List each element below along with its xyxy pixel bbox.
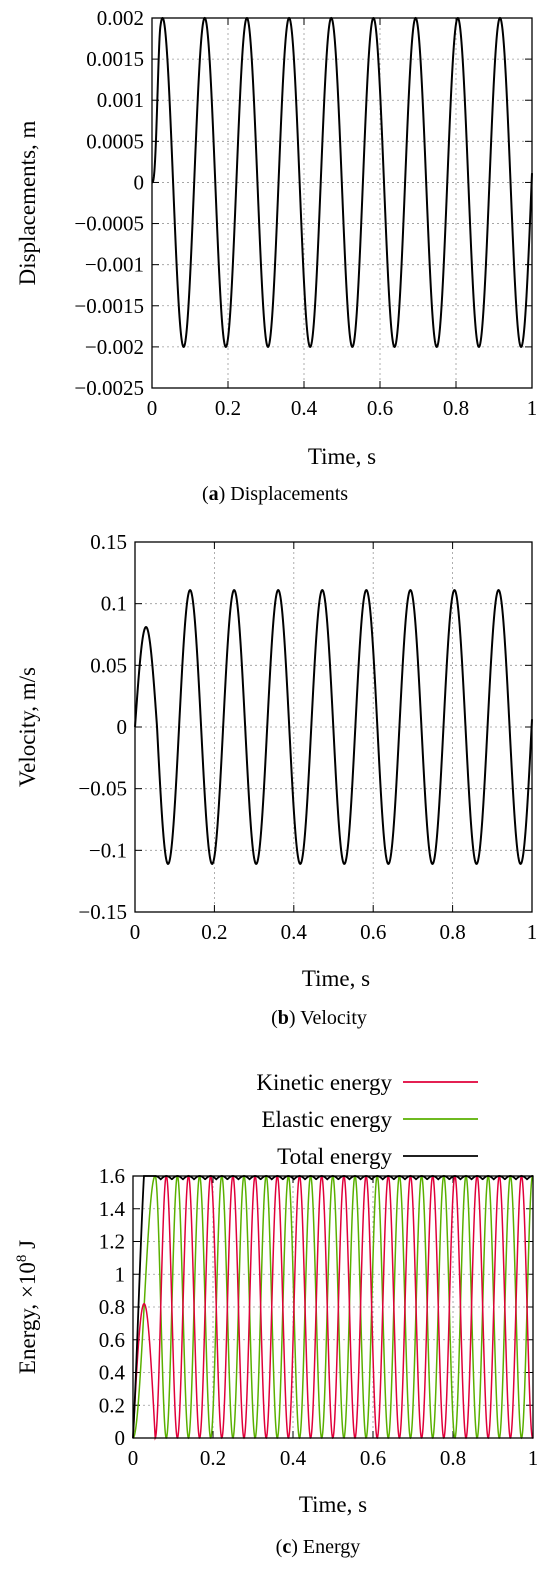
chart-energy: Kinetic energy Elastic energy Total ener… [14,1070,538,1558]
y-tick-label: 1.4 [99,1197,126,1221]
x-tick-label: 0.4 [280,1446,307,1470]
y-tick-label: 1 [115,1262,126,1286]
x-tick-label: 0 [128,1446,139,1470]
x-tick-label: 0.6 [360,1446,386,1470]
y-tick-label: 0.2 [99,1393,125,1417]
y-tick-label: 1.6 [99,1164,125,1188]
y-tick-label: −0.0005 [74,212,144,236]
y-tick-label: 0.4 [99,1361,126,1385]
y-tick-label: 0 [134,170,145,194]
x-tick-label: 0.8 [440,1446,466,1470]
y-tick-label: 0.002 [97,6,144,30]
y-axis-label-c: Energy, ×108 J [14,1240,40,1374]
x-tick-label: 0.2 [215,396,241,420]
y-tick-label: −0.1 [89,838,127,862]
chart-displacements: 0.002 0.0015 0.001 0.0005 0 −0.0005 −0.001 −0.0… [15,6,537,505]
plot-frame-a [151,17,533,389]
y-tick-label: −0.001 [85,253,144,277]
legend-label-elastic: Elastic energy [262,1107,393,1132]
y-tick-label: −0.05 [78,777,127,801]
y-ticks-a: 0.002 0.0015 0.001 0.0005 0 −0.0005 −0.001 −0.0… [74,6,532,400]
legend: Kinetic energy Elastic energy Total ener… [256,1070,478,1169]
caption-a-text: Displacements [230,483,348,505]
y-tick-label: −0.002 [85,335,144,359]
x-tick-label: 0.8 [443,396,469,420]
x-ticks-c: 0 0.2 0.4 0.6 0.8 1 [128,1176,539,1470]
y-tick-label: 0 [117,715,128,739]
legend-label-total: Total energy [277,1144,392,1169]
x-tick-label: 0.4 [291,396,318,420]
y-axis-label-c-main: Energy, ×10 [15,1262,40,1374]
x-ticks-b: 0 0.2 0.4 0.6 0.8 1 [130,542,538,944]
caption-b-text: Velocity [300,1007,367,1029]
x-tick-label: 0.4 [281,920,308,944]
x-tick-label: 0 [130,920,141,944]
y-tick-label: −0.0015 [74,294,144,318]
x-tick-label: 0.2 [201,920,227,944]
y-tick-label: 1.2 [99,1230,125,1254]
x-tick-label: 0 [147,396,158,420]
y-tick-label: 0.8 [99,1295,125,1319]
y-tick-label: 0.0015 [86,47,144,71]
y-ticks-b: 0.15 0.1 0.05 0 −0.05 −0.1 −0.15 [78,530,532,924]
x-axis-label-c: Time, s [299,1492,367,1517]
caption-c-letter: c [282,1536,291,1558]
caption-a-letter: a [209,483,219,505]
x-tick-label: 1 [527,396,538,420]
x-tick-label: 0.2 [200,1446,226,1470]
caption-a: (a) Displacements [202,483,348,505]
caption-b-letter: b [278,1007,289,1029]
y-tick-label: −0.0025 [74,376,144,400]
x-tick-label: 1 [527,920,538,944]
y-tick-label: 0.15 [90,530,127,554]
legend-label-kinetic: Kinetic energy [256,1070,392,1095]
plot-frame-b [134,541,533,913]
y-tick-label: 0.6 [99,1328,125,1352]
y-tick-label: 0.0005 [86,129,144,153]
x-tick-label: 0.8 [439,920,465,944]
series-displacement-line [151,16,533,348]
y-tick-label: −0.15 [78,900,127,924]
chart-velocity: 0.15 0.1 0.05 0 −0.05 −0.1 −0.15 0 0.2 0.4 0.6 0.8… [15,530,537,1029]
x-axis-label-b: Time, s [302,966,370,991]
y-tick-label: 0.001 [97,88,144,112]
grid-c [133,1176,533,1438]
y-axis-label-c-exp: 8 [14,1255,30,1263]
x-tick-label: 0.6 [360,920,386,944]
y-tick-label: 0 [115,1426,126,1450]
y-axis-label-b: Velocity, m/s [15,667,40,787]
caption-c-text: Energy [303,1536,360,1558]
x-tick-label: 1 [528,1446,539,1470]
y-tick-label: 0.05 [90,653,127,677]
plot-frame-c [132,1175,534,1439]
y-axis-label-a: Displacements, m [15,120,40,285]
x-axis-label-a: Time, s [308,444,376,469]
caption-c: (c) Energy [276,1536,361,1558]
x-tick-label: 0.6 [367,396,393,420]
y-axis-label-c-unit: J [15,1240,40,1255]
y-tick-label: 0.1 [101,592,127,616]
y-ticks-c: 1.6 1.4 1.2 1 0.8 0.6 0.4 0.2 0 [99,1164,533,1450]
series-velocity-line [134,589,533,865]
caption-b: (b) Velocity [271,1007,367,1029]
x-ticks-a: 0 0.2 0.4 0.6 0.8 1 [147,18,538,420]
